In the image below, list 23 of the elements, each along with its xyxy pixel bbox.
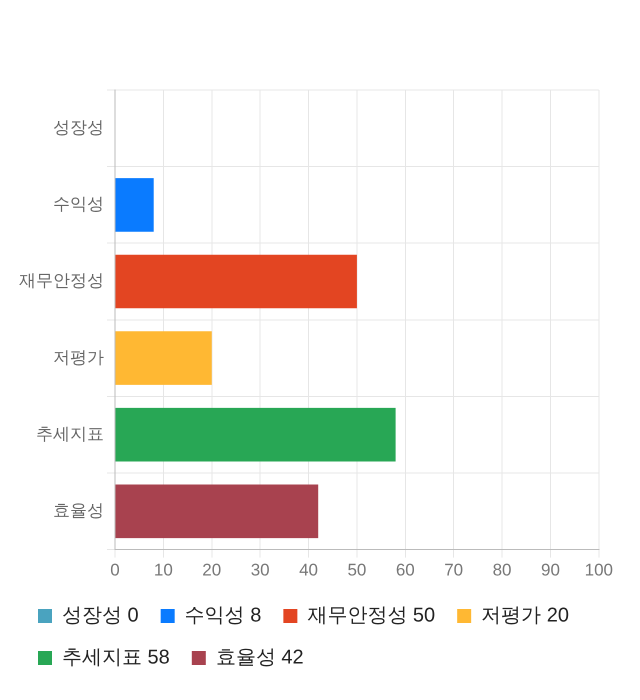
x-tick-label: 30 — [250, 560, 270, 580]
legend-label: 효율성 42 — [216, 646, 304, 669]
x-tick-label: 100 — [584, 560, 614, 580]
y-tick-label: 성장성 — [53, 118, 104, 137]
legend-label: 추세지표 58 — [62, 646, 170, 669]
x-tick-label: 0 — [110, 560, 120, 580]
x-tick-label: 70 — [444, 560, 464, 580]
legend-label: 저평가 20 — [481, 604, 569, 627]
y-tick-label: 재무안정성 — [19, 271, 104, 290]
legend-label: 성장성 0 — [62, 604, 139, 627]
legend-label: 수익성 8 — [184, 604, 262, 627]
y-tick-label: 효율성 — [53, 500, 104, 520]
x-tick-label: 20 — [202, 560, 222, 580]
x-tick-label: 80 — [492, 560, 512, 580]
y-tick-label: 수익성 — [53, 194, 104, 214]
x-tick-label: 40 — [299, 560, 318, 580]
x-tick-label: 90 — [540, 560, 560, 580]
y-tick-label: 저평가 — [53, 348, 104, 367]
x-tick-label: 60 — [396, 560, 415, 580]
y-tick-label: 추세지표 — [36, 424, 104, 444]
legend-label: 재무안정성 50 — [307, 604, 436, 627]
x-tick-label: 50 — [347, 560, 366, 580]
x-tick-label: 10 — [154, 560, 173, 580]
